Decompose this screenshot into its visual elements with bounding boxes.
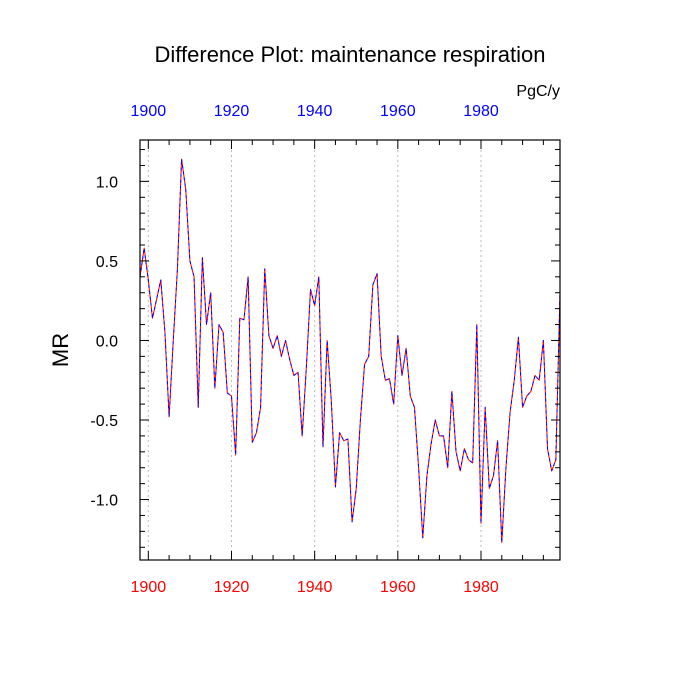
y-tick-label: 0.0 (96, 333, 118, 350)
x-tick-label-bottom: 1980 (463, 579, 499, 596)
units-label: PgC/y (516, 83, 560, 100)
x-tick-label-top: 1960 (380, 103, 416, 120)
series-line-2 (139, 158, 561, 543)
x-tick-label-bottom: 1920 (214, 579, 250, 596)
x-tick-label-bottom: 1940 (297, 579, 333, 596)
y-tick-label: -0.5 (90, 413, 118, 430)
x-tick-label-top: 1940 (297, 103, 333, 120)
series-lines (139, 158, 561, 543)
y-tick-label: 0.5 (96, 254, 118, 271)
y-axis-label: MR (48, 333, 73, 367)
x-tick-label-top: 1920 (214, 103, 250, 120)
x-tick-label-bottom: 1900 (131, 579, 167, 596)
chart-title: Difference Plot: maintenance respiration (155, 42, 546, 67)
x-tick-label-top: 1980 (463, 103, 499, 120)
axes: 1900 1900 1920 1920 1940 1940 1960 1960 1980 1980… (90, 103, 560, 596)
plot-frame (139, 139, 561, 561)
x-tick-label-top: 1900 (131, 103, 167, 120)
y-tick-label: 1.0 (96, 174, 118, 191)
x-tick-label-bottom: 1960 (380, 579, 416, 596)
vertical-grid (147, 140, 482, 560)
y-tick-label: -1.0 (90, 493, 118, 510)
